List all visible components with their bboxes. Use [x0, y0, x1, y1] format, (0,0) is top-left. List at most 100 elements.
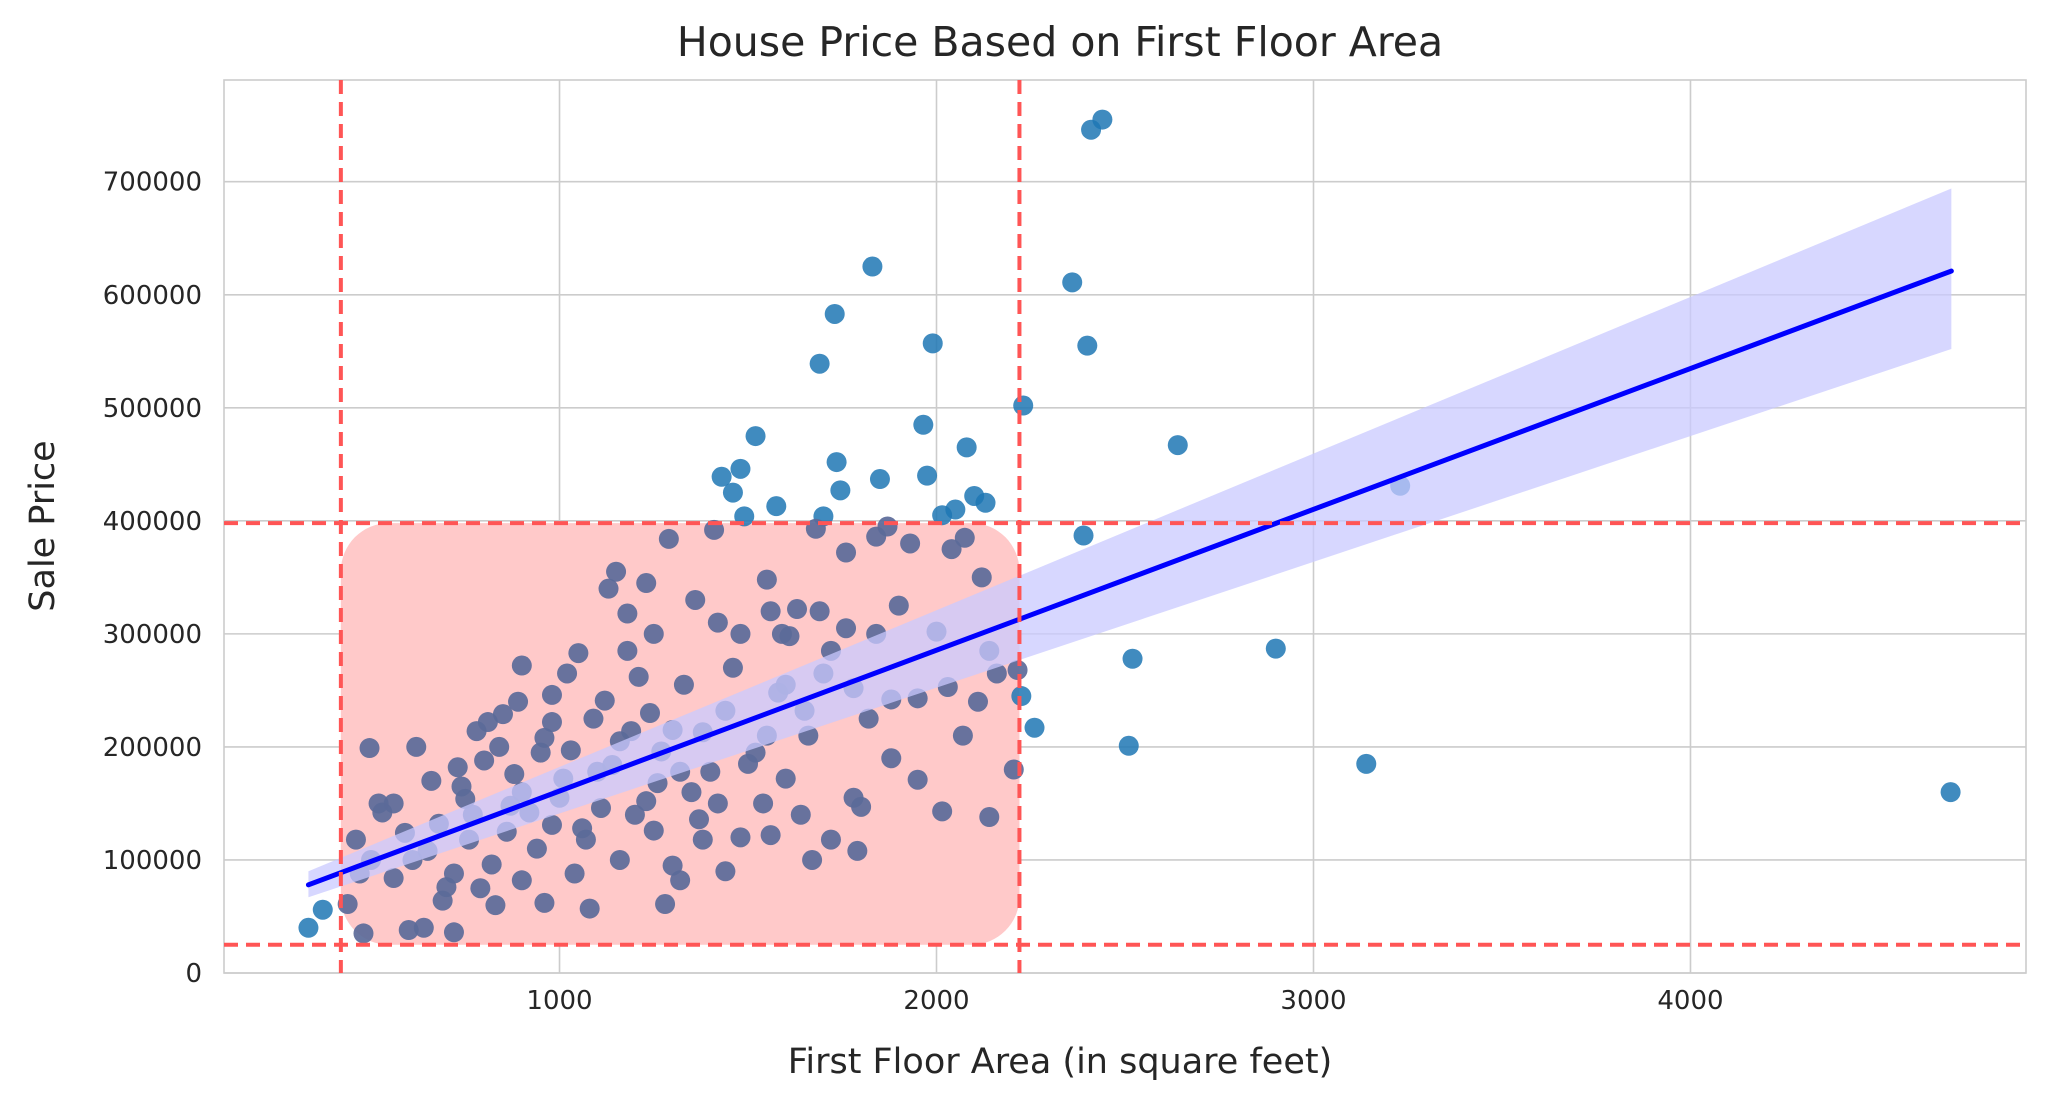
data-point [932, 801, 953, 822]
y-tick-label: 100000 [103, 846, 202, 876]
data-point [359, 738, 380, 759]
data-point [771, 623, 792, 644]
data-point [1024, 717, 1045, 738]
data-point [1092, 109, 1113, 130]
data-point [298, 917, 319, 938]
data-point [881, 748, 902, 769]
data-point [836, 618, 857, 639]
x-tick-label: 3000 [1280, 986, 1346, 1016]
y-tick-label: 200000 [103, 733, 202, 763]
data-point [670, 870, 691, 891]
data-point [568, 643, 589, 664]
data-point [787, 599, 808, 620]
data-point [1073, 525, 1094, 546]
data-point [847, 840, 868, 861]
data-point [862, 256, 883, 277]
y-tick-label: 400000 [103, 507, 202, 537]
data-point [594, 690, 615, 711]
confidence-band [308, 188, 1952, 898]
data-point [526, 838, 547, 859]
data-point [662, 855, 683, 876]
data-point [345, 829, 366, 850]
data-point [971, 567, 992, 588]
data-point [760, 601, 781, 622]
data-point [809, 601, 830, 622]
data-point [907, 769, 928, 790]
data-point [738, 753, 759, 774]
data-point [1007, 660, 1028, 681]
data-point [730, 458, 751, 479]
data-point [715, 861, 736, 882]
data-point [432, 890, 453, 911]
data-point [489, 736, 510, 757]
data-point [917, 465, 938, 486]
data-point [760, 825, 781, 846]
data-point [707, 793, 728, 814]
data-point [606, 561, 627, 582]
data-point [477, 712, 498, 733]
data-point [312, 899, 333, 920]
data-point [956, 437, 977, 458]
data-point [685, 589, 706, 610]
data-point [877, 516, 898, 537]
data-point [583, 708, 604, 729]
data-point [766, 496, 787, 517]
data-point [541, 814, 562, 835]
data-point [802, 849, 823, 870]
data-point [711, 466, 732, 487]
data-point [681, 782, 702, 803]
data-point [689, 809, 710, 830]
data-point [851, 796, 872, 817]
data-point [967, 691, 988, 712]
data-point [628, 666, 649, 687]
data-point [722, 482, 743, 503]
data-point [617, 640, 638, 661]
regression-line-layer [305, 268, 1954, 888]
data-point [952, 725, 973, 746]
data-point [624, 804, 645, 825]
data-point [636, 573, 657, 594]
data-point [1356, 753, 1377, 774]
data-point [888, 595, 909, 616]
data-point [756, 569, 777, 590]
regression-line [305, 268, 1954, 888]
x-tick-label: 2000 [903, 986, 969, 1016]
y-tick-label: 500000 [103, 394, 202, 424]
data-point [421, 770, 442, 791]
data-point [590, 797, 611, 818]
y-tick-label: 700000 [103, 168, 202, 198]
data-point [1167, 435, 1188, 456]
data-point [830, 480, 851, 501]
data-point [481, 854, 502, 875]
y-tick-label: 600000 [103, 281, 202, 311]
data-point [707, 612, 728, 633]
data-point [1077, 335, 1098, 356]
data-point [398, 920, 419, 941]
data-point [869, 469, 890, 490]
data-point [557, 663, 578, 684]
data-point [1062, 272, 1083, 293]
data-point [975, 492, 996, 513]
chart-title: House Price Based on First Floor Area [677, 18, 1443, 66]
data-point [636, 791, 657, 812]
data-point [979, 807, 1000, 828]
data-point [722, 657, 743, 678]
data-point [824, 303, 845, 324]
x-tick-label: 4000 [1657, 986, 1723, 1016]
data-point [564, 863, 585, 884]
data-point [954, 527, 975, 548]
data-point [504, 764, 525, 785]
data-point [945, 499, 966, 520]
data-point [820, 829, 841, 850]
data-point [826, 452, 847, 473]
data-point [443, 863, 464, 884]
data-point [541, 684, 562, 705]
data-point [643, 623, 664, 644]
x-tick-label: 1000 [526, 986, 592, 1016]
data-point [474, 750, 495, 771]
data-point [1940, 782, 1961, 803]
data-point [639, 703, 660, 724]
data-point [753, 793, 774, 814]
data-point [443, 922, 464, 943]
